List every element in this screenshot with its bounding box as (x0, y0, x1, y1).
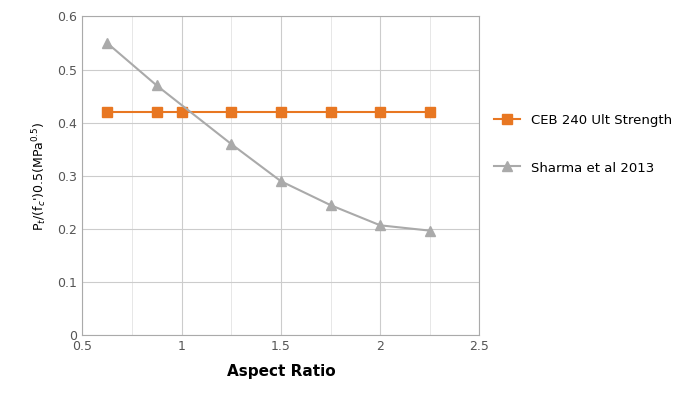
CEB 240 Ult Strength (153, 110, 161, 115)
Sharma et al 2013 (425, 228, 434, 233)
Sharma et al 2013 (103, 40, 111, 45)
Line: CEB 240 Ult Strength: CEB 240 Ult Strength (102, 107, 435, 117)
CEB 240 Ult Strength (326, 110, 334, 115)
Sharma et al 2013 (376, 223, 384, 228)
Sharma et al 2013 (153, 83, 161, 88)
Sharma et al 2013 (227, 142, 236, 146)
Sharma et al 2013 (326, 203, 334, 208)
Legend: CEB 240 Ult Strength, Sharma et al 2013: CEB 240 Ult Strength, Sharma et al 2013 (494, 113, 672, 175)
X-axis label: Aspect Ratio: Aspect Ratio (227, 364, 335, 380)
CEB 240 Ult Strength (425, 110, 434, 115)
CEB 240 Ult Strength (177, 110, 186, 115)
CEB 240 Ult Strength (376, 110, 384, 115)
Line: Sharma et al 2013: Sharma et al 2013 (102, 38, 435, 236)
Y-axis label: P$_{t}$/(f$_{c}$')0.5(MPa$^{0.5}$): P$_{t}$/(f$_{c}$')0.5(MPa$^{0.5}$) (30, 121, 49, 231)
CEB 240 Ult Strength (103, 110, 111, 115)
Sharma et al 2013 (277, 179, 285, 184)
CEB 240 Ult Strength (227, 110, 236, 115)
CEB 240 Ult Strength (277, 110, 285, 115)
